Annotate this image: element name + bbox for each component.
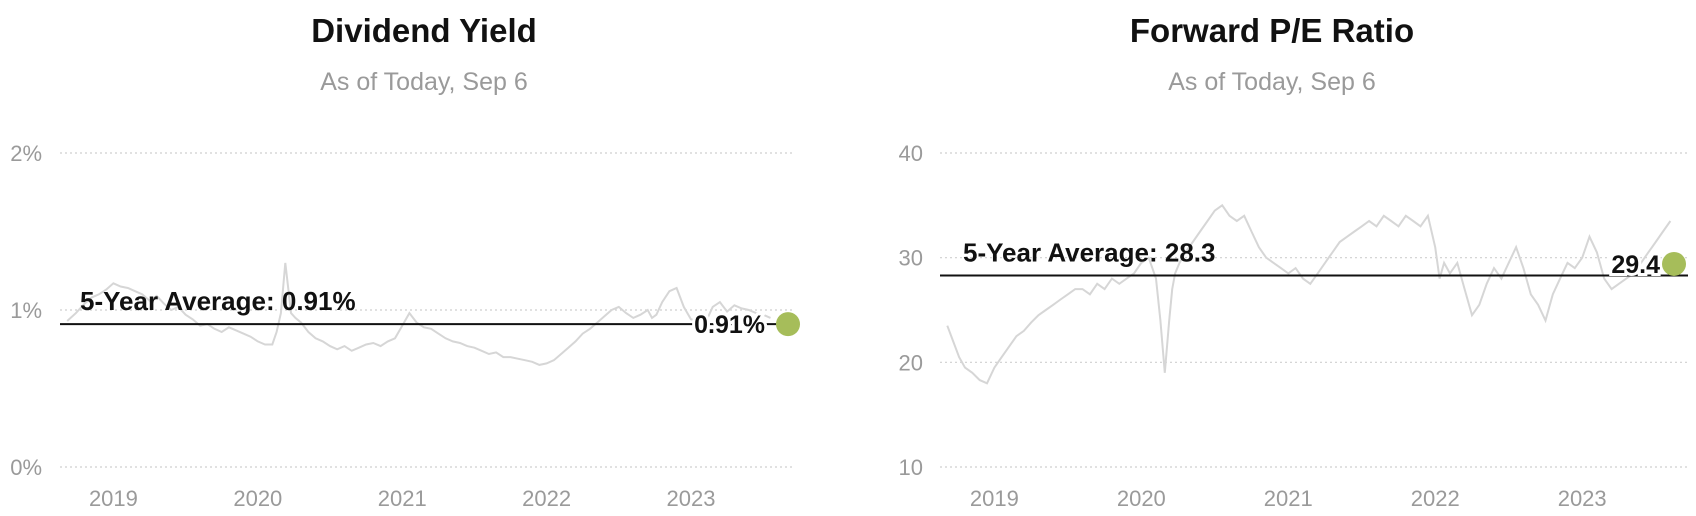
average-label: 5-Year Average: 0.91% <box>80 286 356 316</box>
x-tick-label: 2022 <box>1411 486 1460 511</box>
x-tick-label: 2022 <box>522 486 571 511</box>
y-tick-label: 1% <box>10 298 42 323</box>
chart-title: Forward P/E Ratio <box>1129 12 1415 49</box>
forward-pe-panel: Forward P/E Ratio As of Today, Sep 6 10 2… <box>848 0 1696 516</box>
chart-subtitle: As of Today, Sep 6 <box>1168 68 1376 96</box>
x-tick-label: 2023 <box>667 486 716 511</box>
series-line <box>66 262 771 366</box>
y-tick-label: 20 <box>899 350 923 375</box>
series-line <box>946 203 1672 385</box>
x-tick-label: 2021 <box>1264 486 1313 511</box>
current-value-label: 0.91% <box>694 311 765 339</box>
y-tick-label: 10 <box>899 455 923 480</box>
y-tick-label: 40 <box>899 141 923 166</box>
y-tick-label: 0% <box>10 455 42 480</box>
x-tick-label: 2019 <box>89 486 138 511</box>
chart-title: Dividend Yield <box>311 12 537 49</box>
forward-pe-plot: 10 20 30 40 2019 2020 2021 2022 2023 5-Year Avera… <box>899 141 1688 511</box>
chart-subtitle: As of Today, Sep 6 <box>320 68 528 96</box>
average-label: 5-Year Average: 28.3 <box>963 237 1215 267</box>
x-tick-label: 2019 <box>970 486 1019 511</box>
x-tick-label: 2020 <box>1117 486 1166 511</box>
x-tick-label: 2020 <box>233 486 282 511</box>
dividend-yield-panel: Dividend Yield As of Today, Sep 6 0% 1% 2%… <box>10 12 800 511</box>
dividend-yield-plot: 0% 1% 2% 2019 2020 2021 2022 2023 5-Year Average… <box>10 141 800 511</box>
y-tick-label: 30 <box>899 246 923 271</box>
y-tick-label: 2% <box>10 141 42 166</box>
current-value-dot <box>1662 251 1686 276</box>
current-value-label: 29.4 <box>1611 251 1660 279</box>
x-tick-label: 2023 <box>1558 486 1607 511</box>
x-tick-label: 2021 <box>378 486 427 511</box>
current-value-dot <box>776 312 800 337</box>
